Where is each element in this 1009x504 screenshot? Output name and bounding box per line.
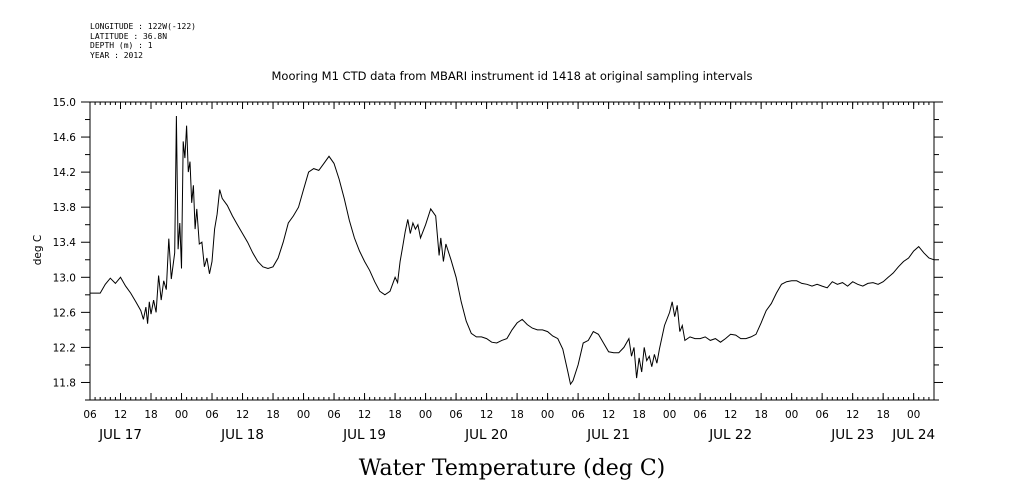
x-tick-label: 06 [205,409,219,421]
date-label: JUL 21 [586,427,630,443]
x-tick-label: 18 [632,409,645,421]
y-tick-labels: 11.8 12.2 12.6 13.0 13.4 13.8 14.2 14.6 15.0 [53,97,77,389]
x-tick-label: 18 [144,409,157,421]
x-tick-label: 00 [175,409,188,421]
x-tick-label: 12 [236,409,249,421]
y-tick-label: 11.8 [53,377,76,389]
x-tick-label: 12 [358,409,371,421]
year-label: YEAR : 2012 [90,50,143,60]
y-tick-label: 13.0 [53,272,76,284]
x-tick-label: 18 [754,409,767,421]
series-line-temperature [90,115,935,386]
y-tick-label: 12.6 [53,307,77,319]
depth-label: DEPTH (m) : 1 [90,41,153,50]
x-tick-label: 06 [693,409,707,421]
x-tick-label: 18 [388,409,401,421]
x-tick-label: 18 [876,409,889,421]
x-tick-label: 00 [541,409,554,421]
x-tick-label: 06 [449,409,463,421]
x-tick-labels: 06 12 18 00 06 12 18 00 06 12 18 00 06 12 18 00 06 12 18 00… [83,409,920,421]
x-tick-label: 12 [114,409,127,421]
x-tick-label: 12 [724,409,737,421]
y-tick-label: 15.0 [53,97,76,109]
x-tick-label: 00 [907,409,920,421]
x-tick-label: 06 [571,409,585,421]
date-label: JUL 24 [891,427,935,443]
axis-ticks [81,101,943,401]
date-label: JUL 19 [342,427,386,443]
y-tick-label: 12.2 [53,342,76,354]
chart-title: Mooring M1 CTD data from MBARI instrumen… [272,69,753,83]
y-tick-label: 13.8 [53,202,76,214]
x-tick-label: 00 [419,409,432,421]
x-tick-label: 00 [785,409,798,421]
x-tick-label: 06 [815,409,829,421]
date-label: JUL 17 [98,427,142,443]
longitude-label: LONGITUDE : 122W(-122) [90,22,196,31]
x-tick-label: 12 [480,409,493,421]
y-axis-label: deg C [32,235,44,265]
x-tick-label: 06 [327,409,341,421]
date-label: JUL 20 [464,427,508,443]
x-axis-label: Water Temperature (deg C) [359,456,666,481]
x-tick-label: 06 [83,409,97,421]
metadata-block: LONGITUDE : 122W(-122) LATITUDE : 36.8N … [90,22,196,60]
x-tick-label: 12 [602,409,615,421]
x-tick-label: 00 [297,409,310,421]
x-tick-label: 00 [663,409,676,421]
date-label: JUL 22 [708,427,752,443]
x-tick-label: 12 [846,409,859,421]
latitude-label: LATITUDE : 36.8N [90,31,168,41]
date-label: JUL 23 [830,427,874,443]
x-tick-label: 18 [266,409,279,421]
plot-frame [89,101,935,401]
y-tick-label: 14.6 [53,132,77,144]
x-tick-label: 18 [510,409,523,421]
date-labels: JUL 17 JUL 18 JUL 19 JUL 20 JUL 21 JUL 22 JUL … [98,427,935,443]
date-label: JUL 18 [220,427,264,443]
y-tick-label: 13.4 [53,237,77,249]
y-tick-label: 14.2 [53,167,76,179]
